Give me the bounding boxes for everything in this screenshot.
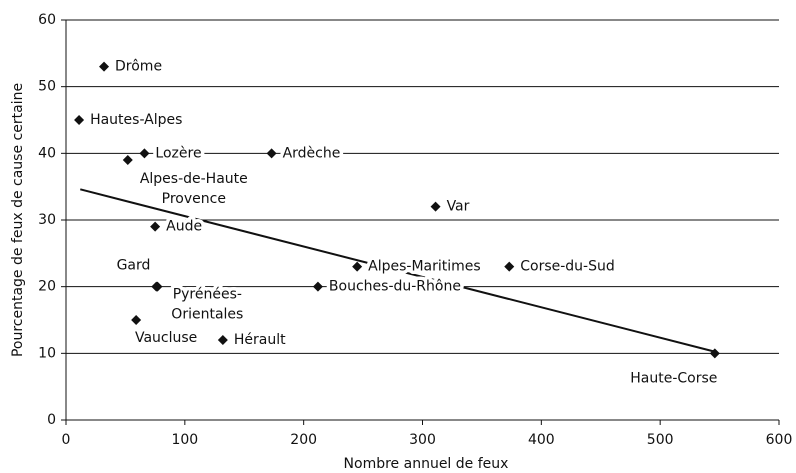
point-label: Provence bbox=[162, 191, 226, 207]
point-label: Drôme bbox=[115, 59, 162, 75]
point-label: Pyrénées- bbox=[173, 287, 242, 303]
point-label: Vaucluse bbox=[135, 330, 197, 346]
y-tick-label: 40 bbox=[38, 145, 56, 161]
point bbox=[74, 115, 85, 125]
point-label: Bouches-du-Rhône bbox=[329, 279, 461, 295]
y-axis-label: Pourcentage de feux de cause certaine bbox=[10, 83, 26, 357]
point-label: Alpes-de-Haute bbox=[140, 171, 248, 187]
point bbox=[131, 315, 142, 325]
y-tick-label: 50 bbox=[38, 79, 56, 95]
point bbox=[430, 201, 441, 212]
point bbox=[504, 261, 515, 272]
point bbox=[150, 221, 161, 232]
point bbox=[352, 261, 363, 272]
x-tick-label: 200 bbox=[290, 432, 317, 448]
point-label: Gard bbox=[117, 258, 151, 274]
point bbox=[709, 348, 720, 359]
x-tick-label: 0 bbox=[62, 432, 71, 448]
point-label: Ardèche bbox=[283, 145, 341, 161]
point-label: Hautes-Alpes bbox=[90, 112, 182, 128]
point-label: Corse-du-Sud bbox=[520, 259, 615, 275]
point bbox=[122, 155, 133, 165]
y-tick-label: 30 bbox=[38, 212, 56, 228]
point-label: Aude bbox=[166, 219, 202, 235]
point-label: Alpes-Maritimes bbox=[368, 259, 481, 275]
x-axis-label: Nombre annuel de feux bbox=[344, 456, 509, 472]
y-tick-label: 20 bbox=[38, 279, 56, 295]
point-label: Hérault bbox=[234, 332, 286, 348]
point-label: Haute-Corse bbox=[630, 370, 717, 386]
point bbox=[139, 148, 150, 159]
point-label: Lozère bbox=[155, 145, 201, 161]
trendline bbox=[80, 188, 717, 353]
point bbox=[312, 281, 323, 292]
y-tick-label: 10 bbox=[38, 345, 56, 361]
x-tick-label: 100 bbox=[171, 432, 198, 448]
x-tick-label: 500 bbox=[647, 432, 674, 448]
y-tick-label: 60 bbox=[38, 12, 56, 28]
x-tick-label: 400 bbox=[528, 432, 555, 448]
x-tick-label: 300 bbox=[409, 432, 436, 448]
point bbox=[217, 335, 228, 345]
point bbox=[99, 61, 110, 72]
x-tick-label: 600 bbox=[766, 432, 793, 448]
point-label: Orientales bbox=[171, 307, 243, 323]
y-tick-label: 0 bbox=[47, 412, 56, 428]
point-label: Var bbox=[447, 199, 470, 215]
point bbox=[151, 281, 162, 292]
point bbox=[266, 148, 277, 159]
